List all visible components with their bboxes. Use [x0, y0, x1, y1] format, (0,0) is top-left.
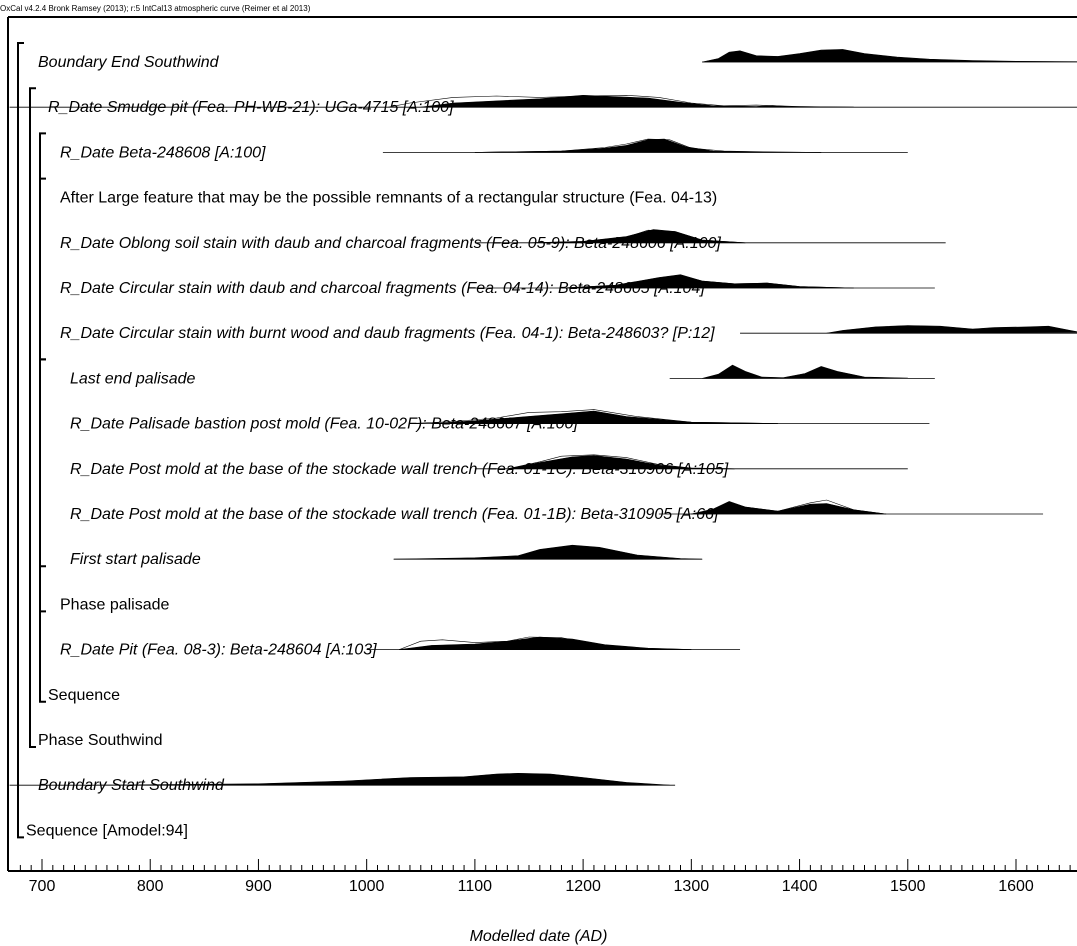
- row-label-6: R_Date Circular stain with burnt wood an…: [60, 325, 715, 342]
- x-tick-label-1600: 1600: [998, 878, 1034, 895]
- row-6-posterior: [826, 325, 1077, 334]
- row-10-posterior: [691, 501, 887, 515]
- row-label-12: Phase palisade: [60, 596, 170, 613]
- row-label-2: R_Date Beta-248608 [A:100]: [60, 144, 266, 161]
- x-tick-label-1200: 1200: [565, 878, 601, 895]
- bracket-1: [29, 87, 36, 748]
- row-2-likelihood: [474, 138, 822, 153]
- row-2-posterior: [474, 138, 822, 153]
- row-label-5: R_Date Circular stain with daub and char…: [60, 280, 705, 297]
- row-label-9: R_Date Post mold at the base of the stoc…: [70, 461, 729, 478]
- row-label-17: Sequence [Amodel:94]: [26, 822, 188, 839]
- row-label-1: R_Date Smudge pit (Fea. PH-WB-21): UGa-4…: [48, 99, 454, 116]
- row-label-4: R_Date Oblong soil stain with daub and c…: [60, 235, 721, 252]
- row-7-posterior: [702, 364, 908, 379]
- row-16-posterior: [96, 772, 670, 786]
- row-label-10: R_Date Post mold at the base of the stoc…: [70, 506, 719, 523]
- plot-frame: [7, 16, 1077, 871]
- x-tick-label-1500: 1500: [890, 878, 926, 895]
- row-1-posterior: [420, 94, 854, 108]
- row-5-likelihood: [561, 275, 854, 289]
- row-label-13: R_Date Pit (Fea. 08-3): Beta-248604 [A:1…: [60, 642, 377, 659]
- row-9-likelihood: [507, 454, 735, 470]
- row-4-likelihood: [528, 229, 746, 244]
- bracket-3: [39, 177, 46, 205]
- row-1-likelihood: [388, 94, 854, 108]
- x-axis-title: Modelled date (AD): [469, 928, 608, 945]
- x-tick-label-1400: 1400: [782, 878, 818, 895]
- row-13-likelihood: [398, 636, 692, 650]
- bracket-0: [17, 42, 24, 839]
- row-8-likelihood: [409, 409, 778, 424]
- software-credit: OxCal v4.2.4 Bronk Ramsey (2013); r:5 In…: [0, 4, 311, 13]
- x-axis: 700 800 900 1000 1100 1200 1300 1400 1500 1600: [8, 859, 1077, 895]
- row-labels: Boundary End Southwind R_Date Smudge pit …: [26, 54, 729, 839]
- x-tick-label-1300: 1300: [674, 878, 710, 895]
- row-label-7: Last end palisade: [70, 370, 196, 387]
- row-label-15: Phase Southwind: [38, 732, 163, 749]
- x-tick-label-700: 700: [29, 878, 56, 895]
- distributions-layer: [9, 49, 1077, 786]
- row-label-11: First start palisade: [70, 551, 201, 568]
- row-label-8: R_Date Palisade bastion post mold (Fea. …: [70, 416, 578, 433]
- x-tick-label-800: 800: [137, 878, 164, 895]
- x-tick-label-900: 900: [245, 878, 272, 895]
- row-10-likelihood: [691, 499, 887, 515]
- row-label-3: After Large feature that may be the poss…: [60, 190, 717, 207]
- structure-brackets: [17, 42, 46, 839]
- row-13-posterior: [399, 636, 692, 650]
- row-label-0: Boundary End Southwind: [38, 54, 220, 71]
- x-tick-label-1000: 1000: [349, 878, 385, 895]
- row-label-14: Sequence: [48, 687, 120, 704]
- row-11-posterior: [393, 544, 703, 560]
- row-0-posterior: [702, 49, 1077, 63]
- x-tick-label-1100: 1100: [458, 878, 493, 895]
- bracket-5: [39, 358, 46, 568]
- row-label-16: Boundary Start Southwind: [38, 777, 225, 794]
